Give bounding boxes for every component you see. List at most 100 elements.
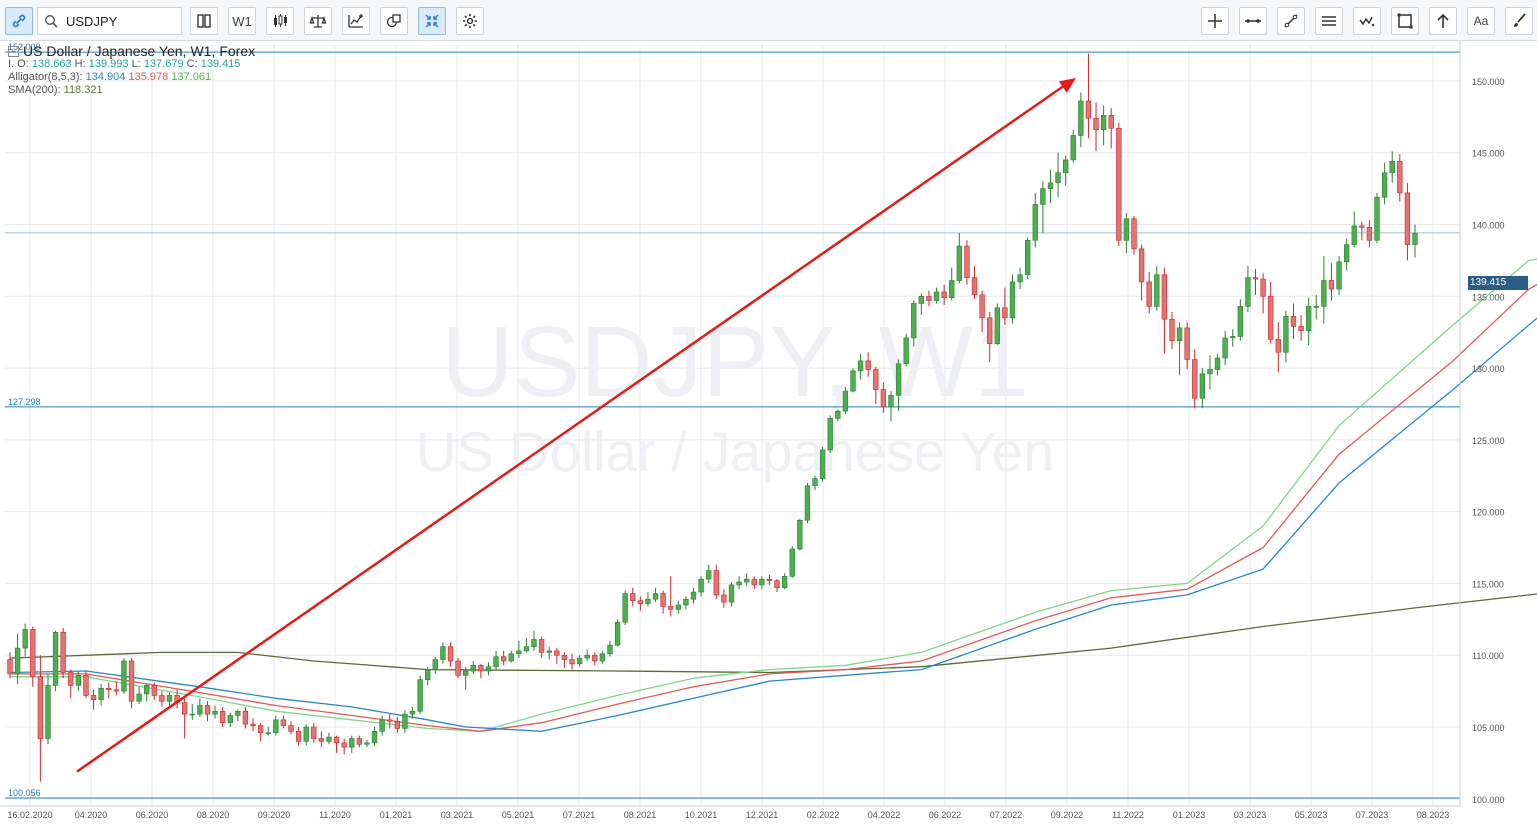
price-chart[interactable]: USDJPY, W1 US Dollar / Japanese Yen 152.… <box>0 41 1537 828</box>
candle-body <box>356 738 363 745</box>
text-tool[interactable]: Aa <box>1467 7 1495 35</box>
candle-body <box>250 723 256 726</box>
candle <box>1230 329 1236 347</box>
y-tick-label: 140.000 <box>1472 220 1505 230</box>
candle <box>949 267 955 301</box>
y-tick-label: 105.000 <box>1472 723 1505 733</box>
candle-body <box>1268 295 1274 340</box>
trend-arrow[interactable] <box>76 78 1076 773</box>
gear-icon <box>463 14 477 28</box>
horizontal-line-tool[interactable] <box>1239 7 1267 35</box>
candle-body <box>242 710 249 725</box>
candle-body <box>197 705 203 715</box>
candle-body <box>1184 327 1190 360</box>
candle-body <box>98 687 104 701</box>
candle-body <box>721 594 727 603</box>
chart-type-button[interactable] <box>266 7 294 35</box>
candle-body <box>645 598 651 604</box>
candle-body <box>1123 218 1130 241</box>
candle-body <box>182 702 188 715</box>
autoscale-button[interactable] <box>418 7 446 35</box>
candle <box>1328 263 1335 301</box>
wave-tool[interactable] <box>1353 7 1381 35</box>
alligator-teeth-path <box>10 283 1537 732</box>
candle-body <box>159 695 165 702</box>
candle-body <box>1313 306 1319 308</box>
close-value: 139.415 <box>200 58 241 70</box>
candle-body <box>1062 159 1069 174</box>
collapse-legend-button[interactable]: − <box>8 46 19 57</box>
candle <box>774 579 780 593</box>
candle-body <box>561 654 568 660</box>
x-tick-label: 07.2022 <box>990 810 1023 820</box>
candle-body <box>30 629 36 678</box>
candle-body <box>918 295 925 304</box>
candle-body <box>364 742 370 745</box>
objects-button[interactable] <box>380 7 408 35</box>
candle <box>926 290 932 307</box>
candle <box>979 290 985 333</box>
watermark-symbol: USDJPY, W1 <box>441 306 1028 418</box>
arrow-up-icon <box>1437 13 1449 28</box>
candle <box>660 590 666 614</box>
candle <box>1298 314 1304 341</box>
candle <box>341 738 347 755</box>
candle <box>379 715 385 736</box>
candle <box>1093 102 1099 152</box>
alligator-teeth-value: 135.978 <box>128 71 169 83</box>
candle-body <box>569 659 575 665</box>
candle <box>1062 155 1069 186</box>
watermark-name: US Dollar / Japanese Yen <box>416 420 1054 483</box>
candle-body <box>744 578 750 583</box>
crosshair-tool[interactable] <box>1201 7 1229 35</box>
candle <box>273 715 279 736</box>
candle-body <box>987 317 993 344</box>
timeframe-button[interactable]: W1 <box>228 7 256 35</box>
candle-body <box>994 307 1000 344</box>
candle-body <box>463 670 469 676</box>
candle <box>204 701 211 722</box>
indicators-button[interactable] <box>342 7 370 35</box>
candle <box>128 658 135 709</box>
compare-button[interactable] <box>304 7 332 35</box>
symbol-search[interactable] <box>37 7 182 35</box>
candle-body <box>1412 232 1418 245</box>
candle <box>288 721 294 735</box>
timeframe-label: W1 <box>232 13 252 29</box>
candle <box>402 709 408 733</box>
candle <box>744 573 750 587</box>
candle-body <box>1138 248 1145 283</box>
candle <box>1290 303 1297 340</box>
chart-area[interactable]: USDJPY, W1 US Dollar / Japanese Yen 152.… <box>0 41 1537 828</box>
candle <box>1275 322 1281 373</box>
link-chart-button[interactable] <box>5 7 33 35</box>
candle <box>1199 368 1206 409</box>
candle-body <box>933 291 940 301</box>
candle <box>1306 297 1312 346</box>
open-value: 138.663 <box>31 58 72 70</box>
y-tick-label: 130.000 <box>1472 364 1505 374</box>
settings-button[interactable] <box>456 7 484 35</box>
y-tick-label: 145.000 <box>1472 149 1505 159</box>
channel-tool[interactable] <box>1315 7 1343 35</box>
candle-body <box>1009 281 1016 319</box>
candle-body <box>857 360 864 372</box>
candle <box>554 648 560 664</box>
x-tick-label: 04.2022 <box>868 810 901 820</box>
candle <box>493 650 499 670</box>
candle <box>1207 355 1213 390</box>
low-value: 137.679 <box>143 58 184 70</box>
candle-body <box>52 631 59 686</box>
candle-body <box>379 719 385 732</box>
arrow-tool[interactable] <box>1429 7 1457 35</box>
rectangle-tool[interactable] <box>1391 7 1419 35</box>
candle <box>690 587 697 604</box>
trendline-tool[interactable] <box>1277 7 1305 35</box>
brush-tool[interactable] <box>1505 7 1533 35</box>
candle-body <box>508 653 514 662</box>
candle-body <box>113 689 119 692</box>
symbol-input[interactable] <box>66 12 176 30</box>
candle <box>394 716 400 733</box>
candle <box>1108 108 1114 149</box>
layout-button[interactable] <box>190 7 218 35</box>
